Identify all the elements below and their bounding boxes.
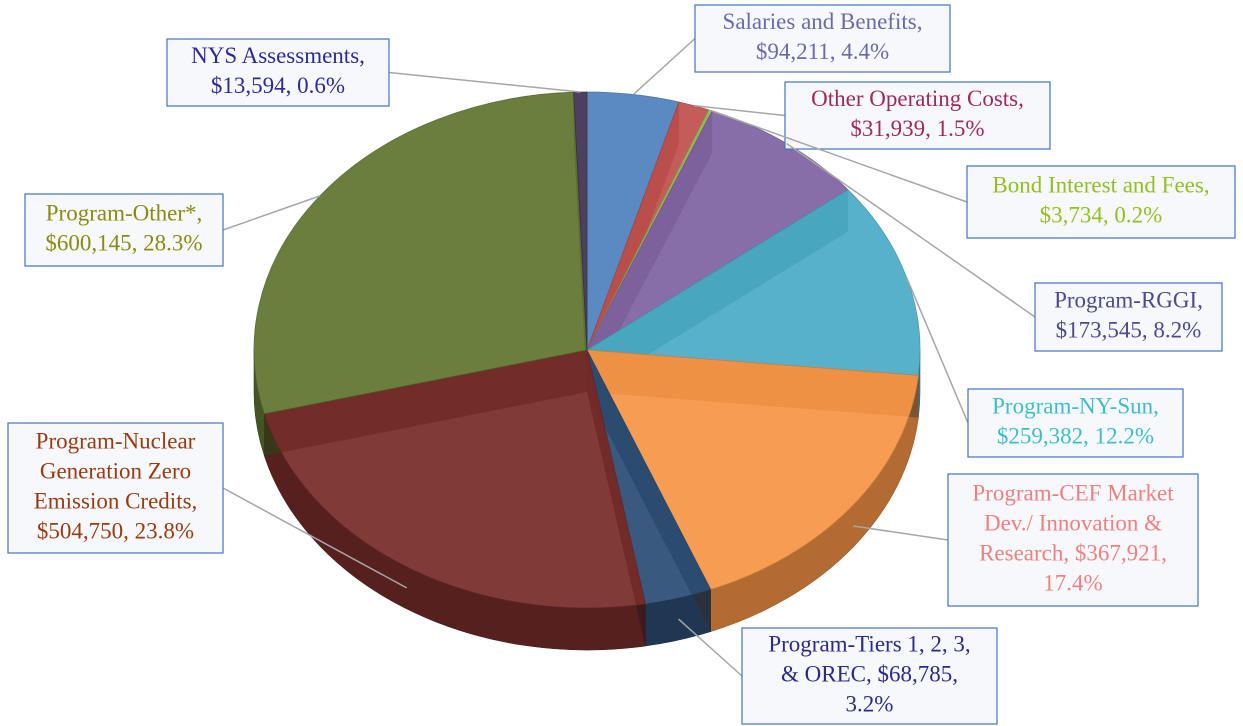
label-box [1034, 282, 1223, 352]
label-box [24, 193, 224, 267]
slice: Program-Nuclear Generation Zero Emission… [263, 349, 646, 609]
data-label: Program-Tiers 1, 2, 3, [768, 631, 970, 656]
label-box [741, 627, 998, 725]
data-label: Dev./ Innovation & [984, 510, 1162, 535]
leader-line [905, 276, 969, 424]
leader-line [853, 525, 949, 541]
slice: Program-NY-Sun [585, 189, 921, 376]
data-label: NYS Assessments, [191, 43, 365, 68]
data-label: Salaries and Benefits, [723, 9, 923, 34]
leader-line [693, 104, 786, 117]
slice: Program-CEF Market Dev./ Innovation & Re… [586, 349, 919, 591]
data-label: Program-NY-Sun, [992, 393, 1159, 418]
data-label: $173,545, 8.2% [1056, 317, 1202, 342]
data-label: $3,734, 0.2% [1040, 202, 1163, 227]
data-label: $31,939, 1.5% [850, 116, 984, 141]
label-box [166, 38, 390, 107]
data-label: $504,750, 23.8% [37, 518, 194, 543]
label-box [7, 422, 224, 554]
label-box [694, 4, 951, 73]
label-box [947, 473, 1199, 607]
data-label: Generation Zero [40, 458, 191, 483]
slice: Program-Other* [253, 91, 588, 415]
data-label: $94,211, 4.4% [756, 39, 889, 64]
data-label: $13,594, 0.6% [211, 73, 345, 98]
leader-line [222, 195, 321, 231]
data-label: Program-RGGI, [1054, 287, 1203, 312]
data-label: Research, $367,921, [979, 540, 1167, 565]
leader-line [632, 37, 696, 96]
leader-line [222, 487, 408, 589]
data-label: Program-Nuclear [36, 428, 196, 453]
data-label: Program-Other*, [46, 200, 203, 225]
data-label: Other Operating Costs, [811, 86, 1024, 111]
data-label: Bond Interest and Fees, [992, 172, 1209, 197]
leader-line [710, 109, 968, 203]
label-box [784, 81, 1051, 150]
data-label: Emission Credits, [34, 488, 198, 513]
slice: NYS Assessments [573, 91, 588, 351]
data-label: 17.4% [1043, 570, 1102, 595]
data-label: $259,382, 12.2% [997, 423, 1154, 448]
data-label: & OREC, $68,785, [781, 661, 958, 686]
leader-line [678, 618, 743, 677]
leader-line [786, 142, 1036, 318]
data-label: $600,145, 28.3% [45, 230, 202, 255]
data-label: Program-CEF Market [972, 480, 1174, 505]
data-label: 3.2% [846, 691, 894, 716]
label-box [966, 165, 1236, 239]
leader-line [388, 71, 581, 93]
label-box [967, 388, 1184, 458]
